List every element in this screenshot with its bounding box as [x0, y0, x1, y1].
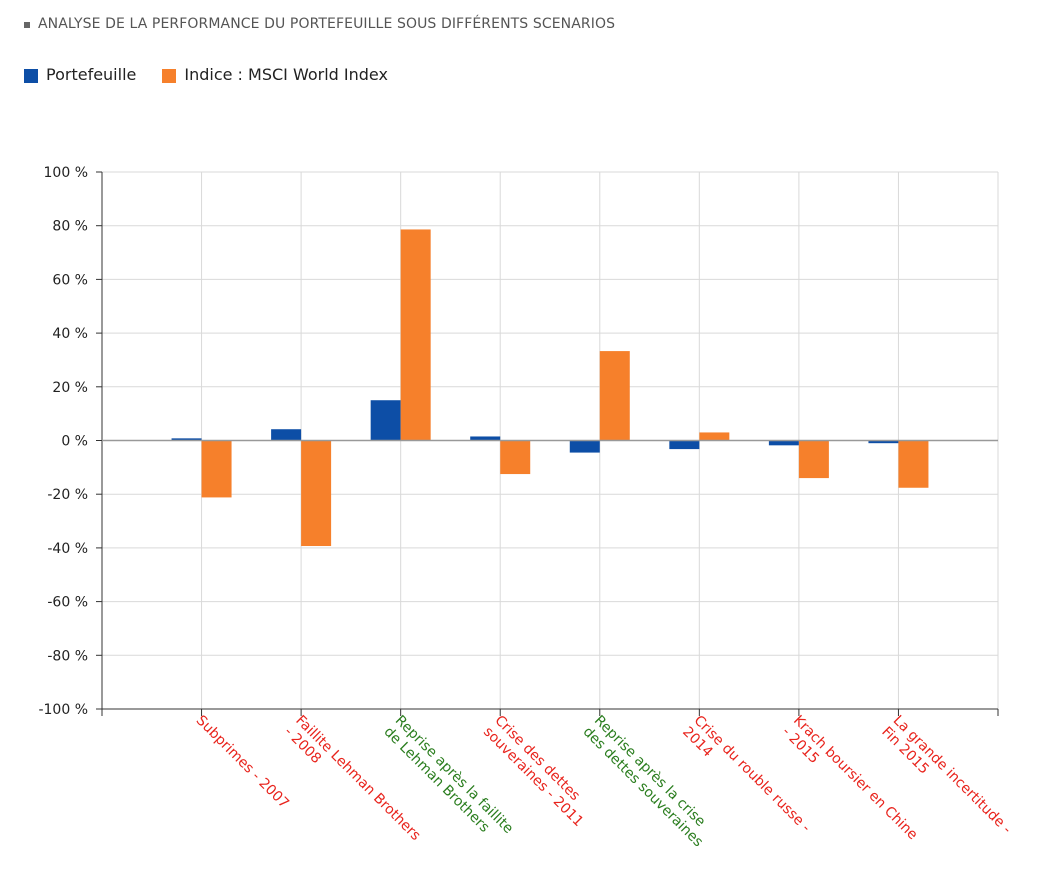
bar-indice: [699, 432, 730, 441]
labels-layer: Subprimes - 2007 Faillite Lehman Brothers…: [193, 713, 1015, 851]
grid-layer: [102, 171, 999, 710]
y-tick-label: -60 %: [47, 595, 88, 611]
bar-indice: [599, 351, 630, 441]
legend-swatch-indice: [162, 69, 177, 83]
x-category-label: Subprimes - 2007: [193, 713, 292, 812]
y-tick-label: 40 %: [52, 326, 88, 342]
legend-item-portefeuille: Portefeuille: [24, 65, 136, 84]
chart-header: ANALYSE DE LA PERFORMANCE DU PORTEFEUILL…: [24, 16, 615, 32]
y-tick-label: -20 %: [47, 487, 88, 503]
bar-indice: [201, 440, 232, 498]
bar-indice: [500, 440, 531, 475]
chart-title: ANALYSE DE LA PERFORMANCE DU PORTEFEUILL…: [38, 16, 616, 32]
y-tick-label: 100 %: [44, 165, 88, 181]
bar-portefeuille: [470, 436, 501, 441]
bar-portefeuille: [370, 400, 401, 441]
bar-indice: [301, 440, 332, 547]
legend-label-portefeuille: Portefeuille: [46, 65, 137, 84]
bar-portefeuille: [669, 440, 700, 450]
chart-legend: Portefeuille Indice : MSCI World Index: [24, 65, 414, 84]
legend-swatch-portefeuille: [24, 69, 38, 83]
bar-indice: [898, 440, 929, 488]
bar-portefeuille: [569, 440, 600, 453]
bar-portefeuille: [271, 429, 302, 441]
y-tick-label: 0 %: [61, 434, 88, 450]
bar-portefeuille: [768, 440, 799, 446]
bars-layer: [171, 229, 929, 547]
bar-portefeuille: [171, 438, 202, 441]
y-tick-label: -80 %: [47, 648, 88, 664]
legend-label-indice: Indice : MSCI World Index: [184, 65, 388, 84]
axis-layer: 100 % 80 % 60 % 40 % 20 % 0 % -20 % -40 % -60 % -…: [38, 165, 999, 718]
y-tick-label: 80 %: [52, 219, 88, 235]
legend-item-indice: Indice : MSCI World Index: [162, 65, 388, 84]
y-tick-label: 20 %: [52, 380, 88, 396]
header-bullet-icon: [24, 21, 30, 28]
x-category-label-line: Subprimes - 2007: [193, 713, 292, 812]
y-tick-label: 60 %: [52, 272, 88, 288]
y-tick-label: -100 %: [38, 702, 88, 718]
bar-indice: [798, 440, 829, 479]
bar-indice: [400, 229, 431, 441]
bar-portefeuille: [868, 440, 899, 444]
y-tick-label: -40 %: [47, 541, 88, 557]
